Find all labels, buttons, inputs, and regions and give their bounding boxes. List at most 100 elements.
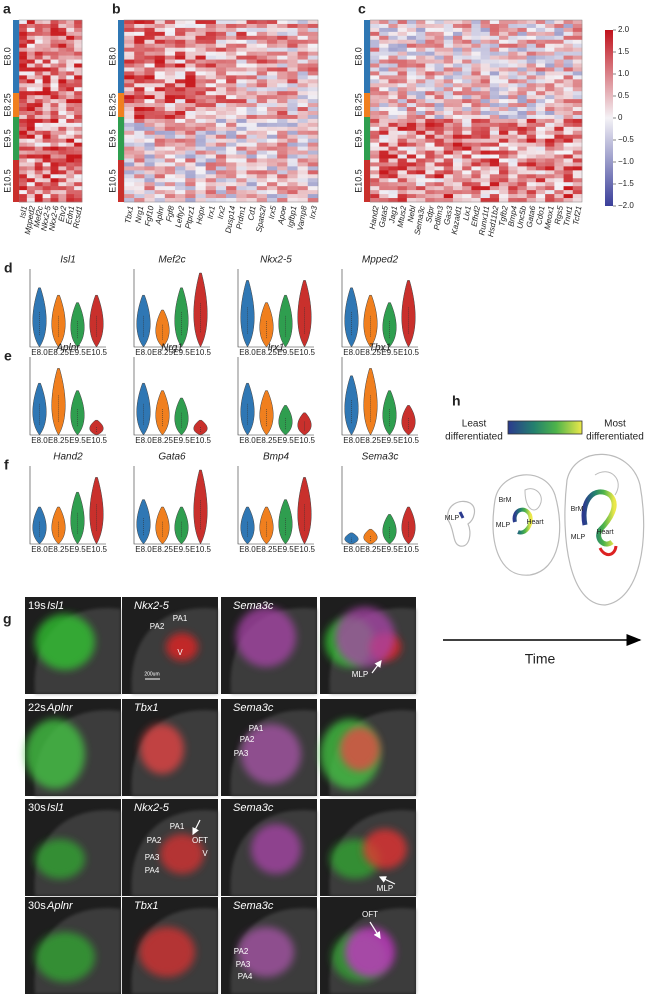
heatmap-cell: [287, 20, 298, 25]
heatmap-cell: [563, 190, 574, 195]
heatmap-cell: [195, 99, 206, 104]
heatmap-cell: [164, 39, 176, 45]
heatmap-cell: [124, 71, 135, 76]
heatmap-cell: [266, 138, 278, 143]
heatmap-cell: [307, 166, 319, 171]
heatmap-cell: [526, 134, 537, 139]
heatmap-cell: [297, 174, 309, 179]
heatmap-cell: [416, 35, 426, 41]
heatmap-cell: [256, 103, 268, 108]
heatmap-cell: [236, 138, 247, 143]
heatmap-cell: [545, 99, 555, 104]
heatmap-cell: [508, 150, 518, 155]
heatmap-cell: [144, 114, 155, 120]
heatmap-cell: [26, 83, 36, 88]
stage-label: E8.0: [353, 47, 363, 66]
heatmap-cell: [50, 83, 59, 88]
heatmap-cell: [425, 35, 435, 41]
heatmap-cell: [205, 75, 217, 80]
heatmap-cell: [175, 99, 186, 104]
heatmap-cell: [256, 107, 268, 112]
heatmap-cell: [266, 126, 278, 132]
heatmap-cell: [164, 146, 176, 151]
heatmap-cell: [297, 170, 309, 175]
heatmap-cell: [185, 39, 196, 45]
heatmap-cell: [66, 194, 75, 199]
heatmap-cell: [124, 178, 135, 183]
heatmap-cell: [499, 118, 509, 124]
gene-label: Mef2c: [32, 205, 45, 228]
heatmap-cell: [416, 71, 426, 76]
heatmap-cell: [554, 95, 564, 100]
heatmap-cell: [443, 190, 454, 195]
heatmap-cell: [277, 20, 288, 25]
heatmap-cell: [517, 95, 527, 100]
heatmap-cell: [535, 83, 546, 88]
heatmap-cell: [50, 190, 59, 195]
heatmap-cell: [443, 162, 454, 167]
heatmap-cell: [563, 107, 574, 112]
heatmap-cell: [370, 83, 380, 88]
heatmap-cell: [19, 43, 28, 48]
heatmap-cell: [58, 134, 67, 139]
heatmap-cell: [287, 91, 298, 96]
heatmap-cell: [134, 154, 145, 159]
heatmap-cell: [434, 27, 445, 33]
heatmap-cell: [19, 182, 28, 187]
heatmap-cell: [388, 146, 398, 151]
heatmap-cell: [134, 198, 145, 203]
heatmap-cell: [215, 47, 227, 52]
heatmap-cell: [379, 23, 389, 29]
heatmap-cell: [26, 186, 36, 191]
heatmap-cell: [416, 134, 426, 139]
heatmap-cell: [452, 154, 463, 159]
heatmap-cell: [572, 118, 583, 124]
heatmap-cell: [256, 83, 268, 88]
heatmap-cell: [154, 67, 166, 72]
heatmap-cell: [379, 122, 389, 128]
gene-label: Tnnt1: [562, 205, 574, 227]
heatmap-cell: [489, 55, 500, 60]
heatmap-cell: [379, 79, 389, 84]
heatmap-cell: [563, 194, 574, 199]
heatmap-cell: [287, 31, 298, 37]
heatmap-cell: [236, 43, 247, 48]
heatmap-cell: [124, 63, 135, 68]
heatmap-cell: [416, 67, 426, 72]
heatmap-cell: [471, 146, 481, 151]
heatmap-cell: [256, 71, 268, 76]
heatmap-cell: [406, 107, 417, 112]
heatmap-cell: [58, 146, 67, 151]
heatmap-cell: [205, 31, 217, 37]
heatmap-cell: [124, 146, 135, 151]
heatmap-cell: [554, 20, 564, 25]
heatmap-cell: [185, 107, 196, 112]
heatmap-cell: [124, 186, 135, 191]
heatmap-cell: [416, 107, 426, 112]
fluorescence: [251, 824, 301, 874]
heatmap-cell: [563, 122, 574, 128]
heatmap-cell: [195, 178, 206, 183]
heatmap-cell: [517, 83, 527, 88]
heatmap-cell: [246, 20, 258, 25]
heatmap-cell: [226, 111, 237, 116]
heatmap-cell: [266, 91, 278, 96]
heatmap-cell: [205, 63, 217, 68]
heatmap-cell: [471, 134, 481, 139]
heatmap-cell: [19, 71, 28, 76]
heatmap-cell: [34, 190, 43, 195]
heatmap-cell: [42, 154, 51, 159]
heatmap-cell: [134, 178, 145, 183]
heatmap-cell: [74, 178, 83, 183]
stage-label: E10.5: [86, 348, 107, 357]
stage-label: E8.25: [48, 348, 69, 357]
heatmap-cell: [287, 190, 298, 195]
heatmap-cell: [66, 178, 75, 183]
heatmap-cell: [185, 51, 196, 56]
heatmap-cell: [535, 71, 546, 76]
heatmap-cell: [425, 126, 435, 132]
heatmap-cell: [489, 122, 500, 128]
heatmap-cell: [58, 130, 67, 136]
heatmap-cell: [74, 87, 83, 92]
heatmap-cell: [462, 20, 472, 25]
